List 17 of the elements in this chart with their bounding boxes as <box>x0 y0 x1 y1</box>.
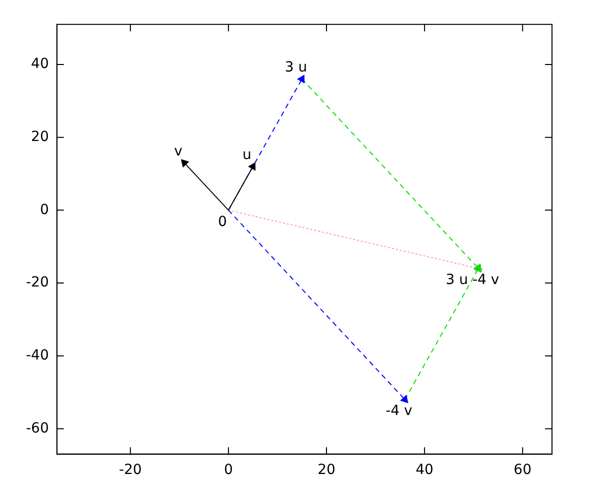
x-tick-label: -20 <box>118 462 142 478</box>
x-tick-label: 20 <box>318 462 336 478</box>
x-tick-label: 40 <box>416 462 434 478</box>
annotation: 0 <box>218 214 227 230</box>
x-tick-label: 0 <box>224 462 233 478</box>
y-tick-label: -40 <box>26 347 49 364</box>
annotation: 3 u -4 v <box>446 272 500 288</box>
x-tick-label: 60 <box>514 462 532 478</box>
annotation: -4 v <box>386 403 412 420</box>
y-tick-label: -20 <box>26 274 49 291</box>
y-tick-label: -60 <box>26 420 49 436</box>
y-tick-label: 40 <box>31 56 49 72</box>
annotation: 3 u <box>284 60 308 76</box>
annotation: u <box>242 147 252 164</box>
y-tick-label: 20 <box>31 128 49 145</box>
annotation: v <box>174 143 182 160</box>
y-tick-label: 0 <box>40 202 49 218</box>
